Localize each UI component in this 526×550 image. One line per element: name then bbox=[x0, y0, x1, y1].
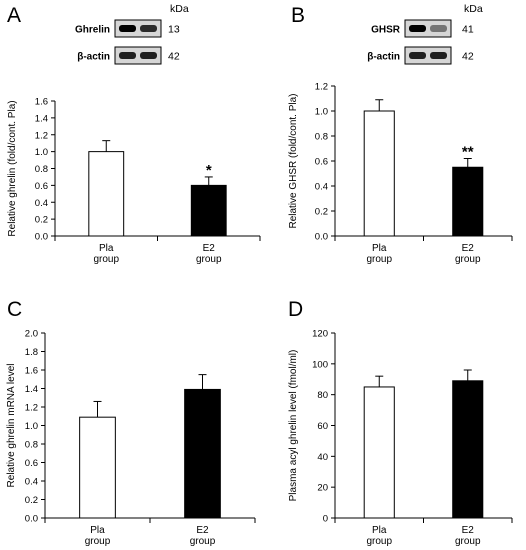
bar bbox=[79, 416, 116, 519]
blot-band bbox=[430, 25, 447, 32]
y-axis-label: Plasma acyl ghrelin level (fmol/ml) bbox=[288, 350, 299, 502]
category-label: group bbox=[190, 536, 216, 547]
blot-row-label: β-actin bbox=[367, 52, 400, 63]
category-label: Pla bbox=[372, 243, 387, 254]
y-tick-label: 1.0 bbox=[315, 107, 328, 118]
y-tick-label: 80 bbox=[317, 390, 328, 401]
y-tick-label: 0.2 bbox=[35, 215, 48, 226]
blot-strip bbox=[404, 19, 452, 38]
y-tick-label: 20 bbox=[317, 483, 328, 494]
category-label: E2 bbox=[462, 243, 475, 254]
y-tick-label: 0.2 bbox=[315, 207, 328, 218]
blot-kda-value: 41 bbox=[462, 24, 474, 36]
category-label: group bbox=[366, 536, 392, 547]
blot-row-label: Ghrelin bbox=[75, 25, 110, 36]
blot-strip bbox=[404, 46, 452, 65]
category-label: Pla bbox=[90, 525, 105, 536]
category-label: group bbox=[455, 254, 481, 265]
blot-band bbox=[119, 52, 136, 59]
y-tick-label: 1.0 bbox=[25, 421, 38, 432]
y-tick-label: 0.0 bbox=[315, 232, 328, 243]
panel-d: D 0 20 40 60 80 100 120 Plasma acyl ghrelin leve… bbox=[288, 298, 513, 547]
blot-band bbox=[140, 52, 157, 59]
category-label: Pla bbox=[372, 525, 387, 536]
y-axis-label: Relative GHSR (fold/cont. Pla) bbox=[288, 93, 299, 228]
blot-strip bbox=[114, 46, 162, 65]
y-tick-label: 0.2 bbox=[25, 495, 38, 506]
panel-letter: B bbox=[291, 4, 305, 27]
category-label: E2 bbox=[196, 525, 209, 536]
blot-band bbox=[119, 25, 136, 32]
y-tick-label: 1.2 bbox=[315, 82, 328, 93]
y-tick-label: 0.0 bbox=[35, 232, 48, 243]
y-tick-label: 0.4 bbox=[35, 198, 48, 209]
significance-mark: ** bbox=[462, 144, 474, 161]
y-axis-label: Relative ghrelin (fold/cont. Pla) bbox=[7, 100, 18, 236]
category-label: E2 bbox=[203, 243, 216, 254]
category-label: group bbox=[366, 254, 392, 265]
blot-kda-header: kDa bbox=[464, 3, 483, 15]
bar bbox=[452, 166, 484, 237]
blot-band bbox=[430, 52, 447, 59]
blot-band bbox=[409, 25, 426, 32]
y-tick-label: 1.2 bbox=[25, 403, 38, 414]
blot-kda-value: 13 bbox=[168, 24, 180, 36]
y-tick-label: 0.0 bbox=[25, 514, 38, 525]
bar bbox=[184, 388, 221, 519]
category-label: Pla bbox=[99, 243, 114, 254]
y-tick-label: 1.2 bbox=[35, 130, 48, 141]
y-tick-label: 0.8 bbox=[25, 440, 38, 451]
panel-a: A 0.0 0.2 0.4 0.6 0.8 1.0 1.2 1.4 1.6 Relative ghr… bbox=[7, 3, 261, 265]
y-tick-label: 120 bbox=[312, 329, 328, 340]
significance-mark: * bbox=[206, 162, 212, 179]
y-tick-label: 1.0 bbox=[35, 147, 48, 158]
panel-letter: A bbox=[7, 4, 21, 27]
category-label: group bbox=[85, 536, 111, 547]
bar bbox=[452, 380, 484, 519]
y-tick-label: 1.6 bbox=[25, 366, 38, 377]
panel-letter: C bbox=[7, 298, 22, 321]
panel-b: B 0.0 0.2 0.4 0.6 0.8 1.0 1.2 Relative GHSR (fol… bbox=[288, 3, 513, 265]
y-tick-label: 0 bbox=[323, 514, 328, 525]
category-label: group bbox=[455, 536, 481, 547]
y-tick-label: 0.4 bbox=[315, 182, 328, 193]
y-axis-label: Relative ghrelin mRNA level bbox=[6, 364, 17, 488]
y-tick-label: 0.8 bbox=[35, 164, 48, 175]
y-tick-label: 0.4 bbox=[25, 477, 38, 488]
y-tick-label: 1.4 bbox=[25, 384, 38, 395]
y-tick-label: 2.0 bbox=[25, 329, 38, 340]
y-tick-label: 1.4 bbox=[35, 113, 48, 124]
y-tick-label: 40 bbox=[317, 452, 328, 463]
blot-row-label: β-actin bbox=[77, 52, 110, 63]
category-label: group bbox=[196, 254, 222, 265]
blot-band bbox=[140, 25, 157, 32]
blot-band bbox=[409, 52, 426, 59]
y-tick-label: 0.6 bbox=[25, 458, 38, 469]
panel-c: C 0.0 0.2 0.4 0.6 0.8 1.0 1.2 1.4 1.6 1.8 2.0 Relati… bbox=[6, 298, 256, 547]
bar bbox=[363, 110, 395, 237]
panel-letter: D bbox=[288, 298, 303, 321]
y-tick-label: 1.6 bbox=[35, 97, 48, 108]
bar bbox=[88, 151, 125, 237]
y-tick-label: 0.6 bbox=[35, 181, 48, 192]
category-label: group bbox=[93, 254, 119, 265]
y-tick-label: 1.8 bbox=[25, 347, 38, 358]
category-label: E2 bbox=[462, 525, 475, 536]
blot-row-label: GHSR bbox=[371, 25, 401, 36]
blot-strip bbox=[114, 19, 162, 38]
blot-kda-header: kDa bbox=[170, 3, 189, 15]
y-tick-label: 100 bbox=[312, 359, 328, 370]
y-tick-label: 60 bbox=[317, 421, 328, 432]
blot-kda-value: 42 bbox=[462, 51, 474, 63]
y-tick-label: 0.6 bbox=[315, 157, 328, 168]
blot-kda-value: 42 bbox=[168, 51, 180, 63]
bar bbox=[190, 184, 227, 237]
y-tick-label: 0.8 bbox=[315, 132, 328, 143]
bar bbox=[363, 386, 395, 519]
